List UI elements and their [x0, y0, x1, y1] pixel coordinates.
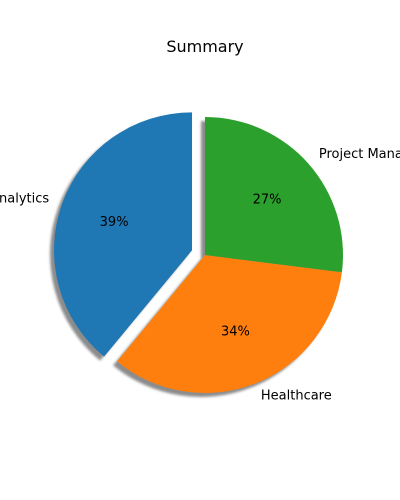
slice-label-healthcare: Healthcare	[261, 389, 332, 404]
slice-percent-analytics: 39%	[100, 215, 129, 230]
slice-percent-project-management: 27%	[253, 193, 282, 208]
slice-label-analytics: Analytics	[0, 191, 49, 206]
slice-labels: Analytics Healthcare Project Management	[0, 147, 400, 404]
slice-percent-labels: 39% 34% 27%	[100, 193, 282, 340]
slice-healthcare	[117, 255, 342, 393]
slice-label-project-management: Project Management	[319, 147, 400, 162]
slice-analytics	[54, 112, 193, 357]
slice-percent-healthcare: 34%	[221, 324, 250, 339]
pie-slices	[54, 112, 344, 393]
slice-project-management	[205, 117, 344, 273]
chart-title: Summary	[166, 37, 243, 56]
